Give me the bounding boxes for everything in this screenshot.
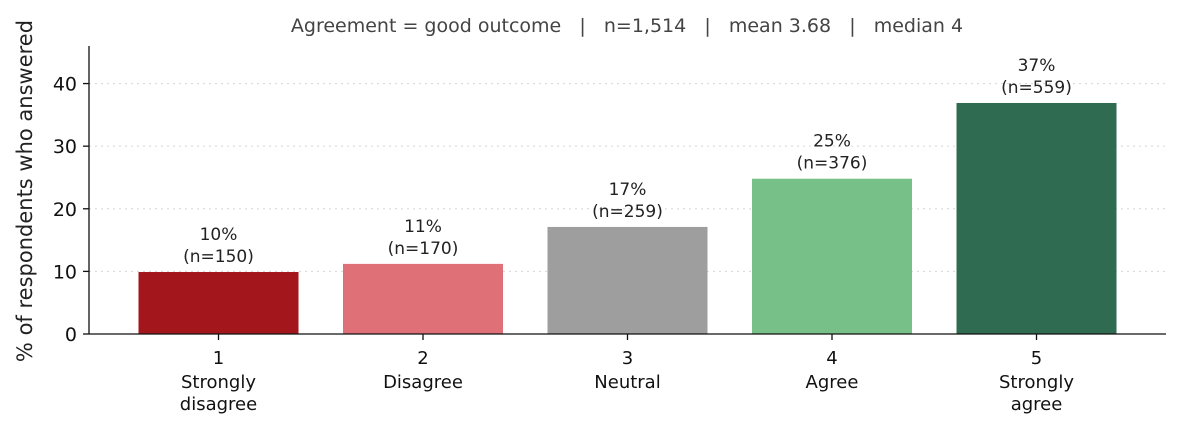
bar: [547, 226, 708, 334]
y-tick-label: 0: [65, 324, 77, 346]
x-tick-label: Strongly: [181, 372, 256, 393]
bar-count-label: (n=259): [592, 202, 663, 222]
y-tick-label: 30: [53, 136, 77, 158]
bar-percent-label: 17%: [609, 180, 647, 200]
bar: [138, 272, 299, 334]
y-tick-label: 20: [53, 199, 77, 221]
y-tick-label: 10: [53, 261, 77, 283]
x-tick-code: 2: [417, 348, 428, 369]
bar-count-label: (n=376): [797, 154, 868, 174]
y-axis-ticks: 0 10 20 30 40: [53, 74, 89, 346]
bar-count-label: (n=150): [183, 247, 254, 267]
bar-percent-label: 11%: [404, 217, 442, 237]
data-labels: 10%(n=150) 11%(n=170) 17%(n=259) 25%(n=376)…: [183, 56, 1072, 267]
chart-subtitle: Agreement = good outcome | n=1,514 | mea…: [291, 15, 963, 37]
x-tick-label: disagree: [180, 394, 257, 415]
bar: [956, 102, 1117, 335]
x-tick-code: 3: [622, 348, 633, 369]
bar-percent-label: 37%: [1018, 56, 1056, 76]
x-tick-code: 5: [1031, 348, 1042, 369]
svg-text:% of respondents who answered: % of respondents who answered: [13, 20, 37, 362]
y-axis-label: % of respondents who answered: [13, 20, 37, 362]
x-tick-label: Neutral: [594, 372, 660, 393]
bar: [752, 178, 912, 334]
x-tick-code: 1: [213, 348, 224, 369]
x-tick-label: agree: [1011, 394, 1063, 415]
x-tick-code: 4: [826, 348, 837, 369]
x-tick-label: Disagree: [383, 372, 463, 393]
bar-count-label: (n=559): [1001, 78, 1072, 98]
bar-percent-label: 25%: [813, 132, 851, 152]
y-tick-label: 40: [53, 74, 77, 96]
x-axis-ticks: 1Stronglydisagree2Disagree3Neutral4Agree…: [180, 334, 1074, 415]
bar-count-label: (n=170): [388, 239, 459, 259]
x-tick-label: Strongly: [999, 372, 1074, 393]
x-tick-label: Agree: [806, 372, 859, 393]
bar: [343, 263, 503, 334]
bar-percent-label: 10%: [200, 225, 238, 245]
bars: [138, 102, 1117, 335]
